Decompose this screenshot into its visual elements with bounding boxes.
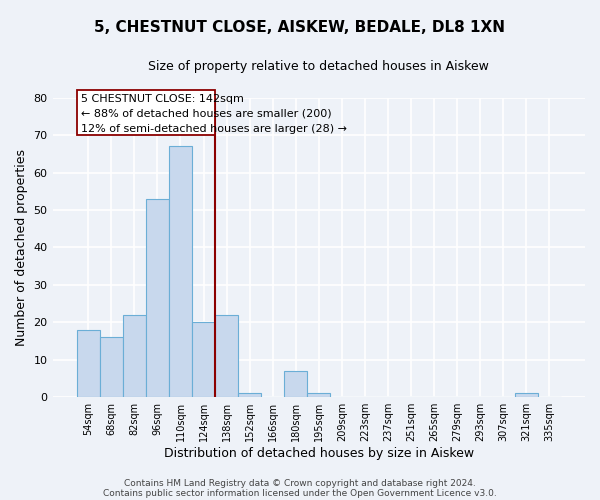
Bar: [284, 371, 307, 397]
Bar: [77, 90, 215, 135]
Title: Size of property relative to detached houses in Aiskew: Size of property relative to detached ho…: [148, 60, 489, 73]
Bar: [307, 394, 330, 397]
Text: Contains public sector information licensed under the Open Government Licence v3: Contains public sector information licen…: [103, 488, 497, 498]
Bar: [123, 315, 146, 397]
Text: 5, CHESTNUT CLOSE, AISKEW, BEDALE, DL8 1XN: 5, CHESTNUT CLOSE, AISKEW, BEDALE, DL8 1…: [95, 20, 505, 35]
Bar: [100, 338, 123, 397]
Text: 5 CHESTNUT CLOSE: 142sqm
← 88% of detached houses are smaller (200)
12% of semi-: 5 CHESTNUT CLOSE: 142sqm ← 88% of detach…: [82, 94, 347, 134]
Bar: [192, 322, 215, 397]
X-axis label: Distribution of detached houses by size in Aiskew: Distribution of detached houses by size …: [164, 447, 474, 460]
Bar: [146, 199, 169, 397]
Bar: [169, 146, 192, 397]
Bar: [515, 394, 538, 397]
Bar: [77, 330, 100, 397]
Y-axis label: Number of detached properties: Number of detached properties: [15, 149, 28, 346]
Bar: [215, 315, 238, 397]
Text: Contains HM Land Registry data © Crown copyright and database right 2024.: Contains HM Land Registry data © Crown c…: [124, 478, 476, 488]
Bar: [238, 394, 261, 397]
